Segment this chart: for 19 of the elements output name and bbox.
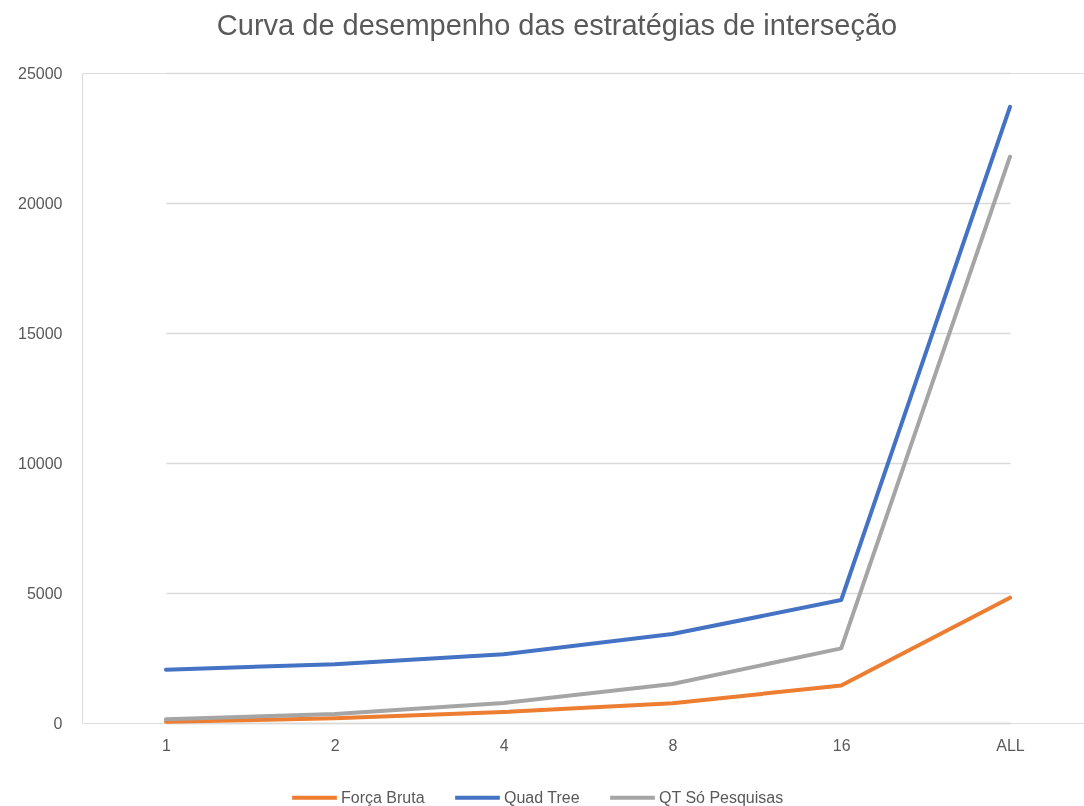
x-tick-label: 16: [832, 736, 851, 754]
y-tick-label: 10000: [18, 454, 63, 472]
x-tick-label: ALL: [996, 736, 1025, 754]
legend-label: Quad Tree: [504, 788, 580, 806]
y-tick-label: 20000: [18, 194, 63, 212]
y-tick-label: 25000: [18, 64, 63, 82]
x-tick-label: 2: [330, 736, 340, 754]
x-tick-label: 8: [668, 736, 678, 754]
chart-title: Curva de desempenho das estratégias de interseção: [216, 9, 898, 41]
x-tick-label: 4: [499, 736, 509, 754]
y-tick-label: 15000: [18, 324, 63, 342]
y-tick-label: 0: [53, 714, 63, 732]
line-series: [164, 154, 1012, 722]
y-tick-label: 5000: [26, 584, 63, 602]
x-tick-label: 1: [162, 736, 172, 754]
line-series: [164, 595, 1012, 724]
legend-label: QT Só Pesquisas: [659, 788, 784, 806]
legend-label: Força Bruta: [341, 788, 425, 806]
line-series: [164, 104, 1012, 672]
